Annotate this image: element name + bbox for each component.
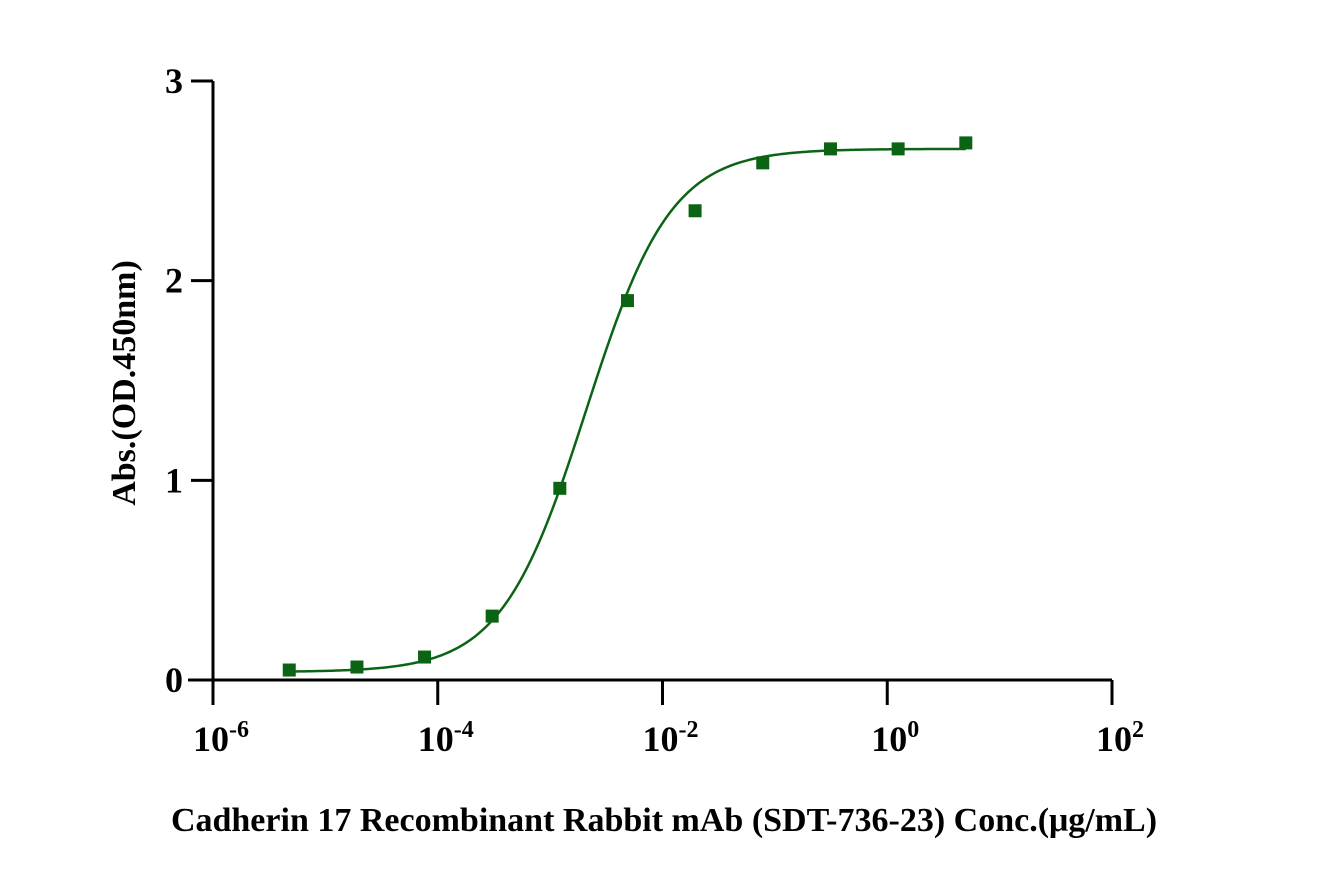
x-tick-label: 100 [871,717,919,759]
x-tick-base: 10 [871,719,907,759]
x-tick-label: 102 [1096,717,1144,759]
x-tick-base: 10 [193,719,229,759]
y-tick-labels: 0 1 2 3 [165,61,183,700]
x-tick-base: 10 [1096,719,1132,759]
y-axis-label: Abs.(OD.450nm) [106,260,143,506]
x-tick-base: 10 [643,719,679,759]
x-tick-exp: 2 [1132,717,1144,743]
data-point [282,663,296,677]
data-point [553,481,567,495]
data-point [688,204,702,218]
y-tick-label: 3 [165,61,183,101]
data-point [620,294,634,308]
x-tick-label: 10-4 [418,717,474,759]
x-tick-label: 10-6 [193,717,249,759]
x-tick-labels: 10-6 10-4 10-2 100 102 [193,717,1144,759]
x-tick-label: 10-2 [643,717,699,759]
x-tick-exp: -4 [454,717,474,743]
data-points [282,136,973,677]
data-point [756,156,770,170]
data-point [891,142,905,156]
x-tick-exp: 0 [907,717,919,743]
y-tick-label: 0 [165,660,183,700]
x-tick-base: 10 [418,719,454,759]
x-tick-exp: -6 [229,717,249,743]
x-tick-exp: -2 [679,717,699,743]
data-point [418,650,432,664]
fit-curve [289,147,966,673]
x-axis-label: Cadherin 17 Recombinant Rabbit mAb (SDT-… [171,802,1157,839]
y-tick-label: 2 [165,261,183,301]
data-point [485,609,499,623]
data-point [350,660,364,674]
y-tick-label: 1 [165,460,183,500]
data-point [823,142,837,156]
axes [188,79,1114,705]
data-point [959,136,973,150]
